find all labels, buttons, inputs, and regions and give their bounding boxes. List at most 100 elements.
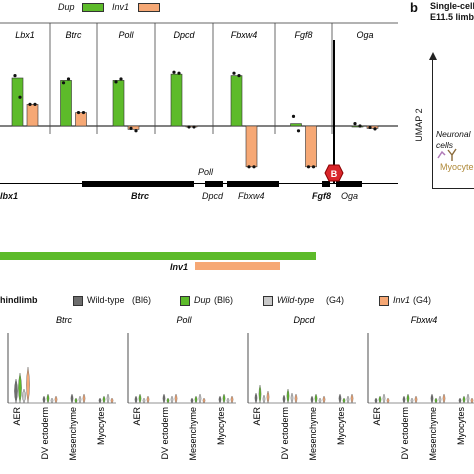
violin-shape (378, 395, 382, 404)
violin-shape (78, 395, 82, 404)
bar-point (192, 125, 196, 129)
violin-shape (342, 397, 346, 404)
bar-point (291, 114, 296, 118)
violin-shape (462, 395, 466, 404)
umap-ylabel: UMAP 2 (414, 108, 424, 142)
bar-point (66, 77, 71, 81)
violin-shape (134, 395, 138, 404)
violin-shape (402, 395, 406, 404)
violin-panel-title: Poll (176, 315, 192, 325)
violin-shape (106, 393, 110, 404)
bar-point (18, 95, 22, 99)
violin-celltype-label: DV ectoderm (160, 407, 170, 460)
bar-dup (112, 80, 125, 127)
bar-dup (230, 75, 243, 127)
bar-point (172, 70, 176, 74)
bar-point (247, 165, 251, 169)
gene-label-poll: Poll (198, 167, 214, 177)
violin-celltype-label: AER (252, 407, 262, 426)
violin-shape (162, 393, 166, 404)
violin-shape (414, 395, 418, 404)
umap-label-cells: cells (436, 140, 454, 150)
bar-point (61, 81, 66, 85)
bar-point (237, 74, 241, 78)
bar-point (306, 165, 311, 169)
bar-point (119, 77, 123, 81)
bar-point (358, 124, 362, 128)
gene-label-dpcd: Dpcd (202, 191, 224, 201)
bar-point (129, 126, 133, 130)
violin-celltype-label: Mesenchyme (308, 407, 318, 461)
violin-panel-title: Btrc (56, 315, 73, 325)
violin-shape (466, 393, 470, 404)
violin-shape (174, 393, 178, 404)
breakpoint-marker: B (324, 164, 344, 182)
legend-inv1-g4-swatch (379, 296, 389, 306)
violin-shape (254, 392, 258, 404)
violin-celltype-label: AER (132, 407, 142, 426)
gene-label-lbx1: lbx1 (0, 191, 19, 201)
bar-point (134, 129, 138, 133)
bar-point (33, 102, 37, 106)
legend-wt-g4-suffix: (G4) (326, 295, 344, 305)
umap-x-axis (432, 188, 474, 189)
violin-shape (54, 395, 58, 404)
violin-shape (258, 384, 262, 404)
bar-point (13, 74, 17, 78)
violin-shape (74, 397, 78, 404)
gene-label-btrc: Btrc (131, 191, 150, 201)
violin-chart: Btrc AER DV ectoderm Mesenchyme Myocytes Poll… (7, 315, 474, 461)
violin-shape (282, 394, 286, 404)
inv1-label: Inv1 (170, 262, 189, 272)
bar-category-label: Poll (118, 30, 134, 40)
violin-celltype-label: Myocytes (456, 407, 466, 446)
bar-category-label: Oga (356, 30, 373, 40)
breakpoint-line (333, 40, 335, 184)
violin-shape (70, 393, 74, 404)
violin-shape (194, 395, 198, 404)
violin-celltype-label: Mesenchyme (68, 407, 78, 461)
violin-shape (458, 397, 462, 404)
violin-shape (350, 393, 354, 404)
violin-celltype-label: DV ectoderm (400, 407, 410, 460)
violin-shape (410, 397, 414, 404)
legend-dup-swatch (82, 3, 104, 12)
legend-dup-label: Dup (58, 2, 75, 12)
violin-celltype-label: Mesenchyme (188, 407, 198, 461)
legend-dup-bl6-swatch (180, 296, 190, 306)
violin-shape (434, 397, 438, 404)
umap-label-neuronal: Neuronal (436, 129, 471, 139)
violin-shape (190, 397, 194, 404)
bar-inv1 (26, 104, 39, 127)
violin-shape (318, 397, 322, 404)
bar-point (311, 165, 316, 169)
legend-wt-bl6-swatch (73, 296, 83, 306)
gene-btrc (82, 181, 194, 187)
bar-chart: Lbx1 Btrc Poll Dpcd Fbxw4 Fgf8 Oga (0, 22, 398, 169)
breakpoint-label: B (331, 169, 338, 179)
panel-b-title-2: E11.5 limb (430, 12, 474, 22)
legend-wt-g4-name: Wild-type (277, 295, 315, 305)
violin-shape (266, 390, 270, 404)
violin-celltype-label: AER (12, 407, 22, 426)
violin-shape (42, 395, 46, 404)
violin-shape (322, 395, 326, 404)
gene-poll (205, 181, 223, 187)
gene-label-fbxw4: Fbxw4 (238, 191, 265, 201)
bar-point (252, 165, 256, 169)
bar-inv1 (75, 112, 87, 127)
legend-inv1-g4-suffix: (G4) (413, 295, 431, 305)
bar-category-label: Fgf8 (294, 30, 312, 40)
bar-point (232, 71, 236, 75)
violin-celltype-label: AER (372, 407, 382, 426)
gene-oga (336, 181, 362, 187)
violin-shape (50, 397, 54, 404)
umap-label-myocytes: Myocyte (440, 162, 474, 172)
legend-dup-bl6-suffix: (Bl6) (214, 295, 234, 305)
violin-shape (470, 397, 474, 404)
violin-shape (374, 397, 378, 404)
violin-shape (226, 397, 230, 404)
panel-b-letter: b (410, 0, 418, 15)
bar-dup (351, 125, 364, 128)
violin-shape (146, 395, 150, 404)
